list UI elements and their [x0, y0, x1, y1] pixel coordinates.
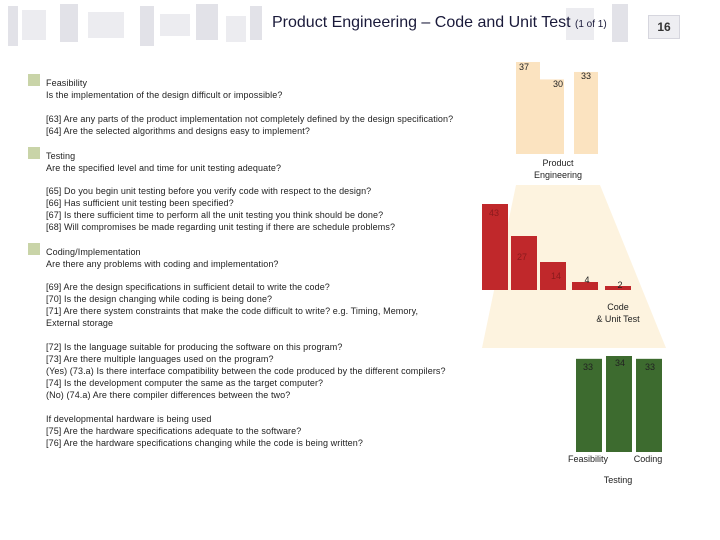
question-item: [74] Is the development computer the sam…: [46, 378, 324, 388]
group-label-code-unit-test: Code: [607, 302, 629, 312]
section-testing-heading: Testing: [46, 151, 76, 161]
question-item: (Yes) (73.a) Is there interface compatib…: [46, 366, 446, 376]
group-label-product-engineering: Product: [542, 158, 574, 168]
value-label-risk-element: 33: [583, 362, 593, 372]
bar-risk-element: [606, 356, 632, 452]
bar-code-unit-test: [511, 236, 537, 290]
group-label-code-unit-test: & Unit Test: [596, 314, 640, 324]
bar-risk-element: [636, 358, 662, 452]
value-label-product-engineering: 33: [581, 71, 591, 81]
header-decoration: [612, 4, 628, 42]
question-item: [67] Is there sufficient time to perform…: [46, 210, 384, 220]
bullet-square: [28, 243, 40, 255]
header-decoration: [250, 6, 262, 40]
question-item: (No) (74.a) Are there compiler differenc…: [46, 390, 291, 400]
question-item: [65] Do you begin unit testing before yo…: [46, 186, 372, 196]
section-hardware-items: [75] Are the hardware specifications ade…: [46, 425, 363, 449]
section-feasibility-question: Is the implementation of the design diff…: [46, 90, 283, 100]
section-coding-items: [69] Are the design specifications in su…: [46, 281, 418, 329]
header-decoration: [8, 6, 18, 46]
question-item: [76] Are the hardware specifications cha…: [46, 438, 363, 448]
bar-risk-element: [576, 358, 602, 452]
header-decoration: [226, 16, 246, 42]
question-item: [72] Is the language suitable for produc…: [46, 342, 343, 352]
bar-code-unit-test: [540, 262, 566, 290]
header-decoration: [196, 4, 218, 40]
bar-code-unit-test: [572, 282, 598, 290]
tick-label-feasibility: Feasibility: [568, 454, 609, 464]
funnel-shape: [482, 185, 666, 348]
slide-title-sub: (1 of 1): [575, 19, 607, 30]
section-coding-question: Are there any problems with coding and i…: [46, 259, 279, 269]
header-decoration: [22, 10, 46, 40]
value-label-code-unit-test: 27: [517, 252, 527, 262]
question-item: [69] Are the design specifications in su…: [46, 282, 330, 292]
bar-product-engineering: [574, 71, 598, 154]
question-item: [75] Are the hardware specifications ade…: [46, 426, 302, 436]
value-label-code-unit-test: 4: [584, 275, 589, 285]
section-hardware-heading: If developmental hardware is being used: [46, 414, 212, 424]
slide-title-text: Product Engineering – Code and Unit Test: [272, 14, 571, 31]
section-coding-heading: Coding/Implementation: [46, 247, 141, 257]
section-testing-question: Are the specified level and time for uni…: [46, 163, 282, 173]
header-decoration: [88, 12, 124, 38]
slide-title: Product Engineering – Code and Unit Test…: [272, 14, 607, 32]
page-number: 16: [648, 15, 680, 39]
value-label-code-unit-test: 14: [551, 271, 561, 281]
question-item: [71] Are there system constraints that m…: [46, 306, 419, 316]
value-label-risk-element: 33: [645, 362, 655, 372]
bar-product-engineering: [540, 79, 564, 154]
tick-label-testing: Testing: [604, 475, 633, 485]
question-item: [73] Are there multiple languages used o…: [46, 354, 274, 364]
question-item: [68] Will compromises be made regarding …: [46, 222, 396, 232]
header-decoration: [566, 8, 594, 40]
bar-code-unit-test: [605, 286, 631, 290]
value-label-product-engineering: 30: [553, 79, 563, 89]
tick-label-coding: Coding: [634, 454, 663, 464]
section-testing-items: [65] Do you begin unit testing before yo…: [46, 185, 395, 233]
bullet-square: [28, 74, 40, 86]
section-feasibility-heading: Feasibility: [46, 78, 88, 88]
section-coding-items-2: [72] Is the language suitable for produc…: [46, 341, 446, 401]
group-label-product-engineering: Engineering: [534, 170, 582, 180]
question-item: [70] Is the design changing while coding…: [46, 294, 273, 304]
question-item: External storage: [46, 318, 114, 328]
question-item: [64] Are the selected algorithms and des…: [46, 126, 310, 136]
value-label-code-unit-test: 43: [489, 208, 499, 218]
value-label-product-engineering: 37: [519, 62, 529, 72]
header-decoration: [60, 4, 78, 42]
bullet-square: [28, 147, 40, 159]
value-label-code-unit-test: 2: [617, 280, 622, 290]
question-item: [66] Has sufficient unit testing been sp…: [46, 198, 234, 208]
section-feasibility-items: [63] Are any parts of the product implem…: [46, 113, 453, 137]
value-label-risk-element: 34: [615, 358, 625, 368]
bar-product-engineering: [516, 62, 540, 154]
question-item: [63] Are any parts of the product implem…: [46, 114, 454, 124]
header-decoration: [140, 6, 154, 46]
header-decoration: [160, 14, 190, 36]
bar-code-unit-test: [482, 204, 508, 290]
